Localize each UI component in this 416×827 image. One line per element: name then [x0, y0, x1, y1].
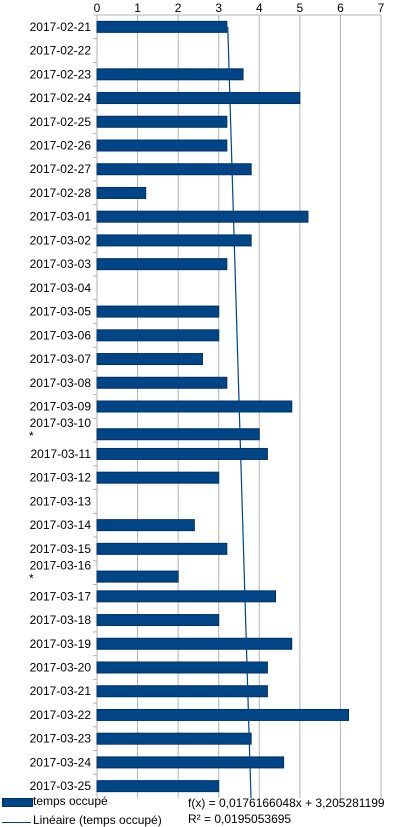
- bar: [96, 68, 244, 81]
- bar: [96, 329, 220, 342]
- y-tick-label: 2017-03-12: [30, 471, 92, 485]
- bar: [96, 353, 203, 366]
- y-tick-label: 2017-03-24: [30, 755, 92, 769]
- bar: [96, 732, 252, 745]
- bar: [96, 685, 268, 698]
- legend-label-bars: temps occupé: [33, 794, 108, 808]
- x-tick-label: 5: [297, 1, 304, 15]
- x-tick-label: 1: [134, 1, 141, 15]
- y-tick-label: 2017-03-08: [30, 376, 92, 390]
- y-tick-label: 2017-03-09: [30, 400, 92, 414]
- x-tick-label: 4: [256, 1, 263, 15]
- y-tick-label: 2017-03-15: [30, 542, 92, 556]
- bar: [96, 305, 220, 318]
- bar: [96, 210, 309, 223]
- y-tick-label: 2017-02-25: [30, 115, 92, 129]
- y-tick-label: 2017-03-11: [31, 447, 92, 461]
- x-tick-label: 3: [215, 1, 222, 15]
- bar: [96, 471, 220, 484]
- y-tick-label: 2017-02-23: [30, 67, 92, 81]
- y-tick-label: 2017-03-14: [30, 518, 92, 532]
- y-tick-label: 2017-02-26: [30, 139, 92, 153]
- y-tick-label: 2017-03-20: [30, 661, 92, 675]
- y-tick-label: 2017-03-19: [30, 637, 92, 651]
- y-tick-label: 2017-03-03: [30, 257, 92, 271]
- bar: [96, 708, 350, 721]
- bar: [96, 637, 293, 650]
- y-tick-label: 2017-03-21: [30, 684, 92, 698]
- y-tick-label-marker: *: [29, 429, 34, 443]
- bar: [96, 661, 268, 674]
- x-tick-label: 0: [94, 1, 101, 15]
- y-tick-label: 2017-03-18: [30, 613, 92, 627]
- trendline-equation: f(x) = 0,0176166048x + 3,205281199: [188, 796, 385, 810]
- bar: [96, 92, 301, 105]
- y-tick-label: 2017-03-22: [30, 708, 92, 722]
- legend-swatch-bars: [2, 798, 33, 807]
- bar: [96, 519, 195, 532]
- y-tick-label: 2017-03-23: [30, 732, 92, 746]
- bar: [96, 115, 228, 128]
- bar: [96, 542, 228, 555]
- bar: [96, 447, 268, 460]
- bar: [96, 186, 147, 199]
- y-tick-label: 2017-03-04: [30, 281, 92, 295]
- bar: [96, 163, 252, 176]
- bar: [96, 614, 220, 627]
- legend-swatch-trendline: [2, 822, 31, 823]
- y-tick-label: 2017-02-27: [30, 162, 92, 176]
- y-tick-label: 2017-02-21: [30, 20, 92, 34]
- bar: [96, 428, 260, 441]
- y-tick-label-marker: *: [29, 572, 34, 586]
- bar: [96, 400, 293, 413]
- bar: [96, 234, 252, 247]
- y-tick-label: 2017-03-17: [30, 589, 92, 603]
- y-tick-label: 2017-03-07: [30, 352, 92, 366]
- bar: [96, 590, 277, 603]
- y-tick-label: 2017-03-01: [30, 210, 92, 224]
- trendline: [227, 26, 252, 799]
- y-tick-label: 2017-03-16: [30, 559, 92, 573]
- y-tick-label: 2017-02-24: [30, 91, 92, 105]
- bar: [96, 780, 220, 793]
- y-tick-label: 2017-03-06: [30, 328, 92, 342]
- y-tick-label: 2017-03-10: [30, 416, 92, 430]
- y-tick-label: 2017-03-02: [30, 233, 92, 247]
- bar: [96, 258, 228, 271]
- bar: [96, 20, 228, 33]
- y-tick-label: 2017-03-25: [30, 779, 92, 793]
- bar: [96, 570, 179, 583]
- y-tick-label: 2017-03-13: [30, 494, 92, 508]
- x-tick-label: 7: [378, 1, 385, 15]
- bar: [96, 376, 228, 389]
- x-tick-label: 2: [175, 1, 182, 15]
- legend-label-trendline: Linéaire (temps occupé): [33, 813, 162, 827]
- trendline-r-squared: R² = 0,0195053695: [188, 812, 292, 826]
- y-tick-label: 2017-02-28: [30, 186, 92, 200]
- bar: [96, 756, 285, 769]
- bar: [96, 139, 228, 152]
- y-tick-label: 2017-02-22: [30, 44, 92, 58]
- y-tick-label: 2017-03-05: [30, 305, 92, 319]
- x-tick-label: 6: [337, 1, 344, 15]
